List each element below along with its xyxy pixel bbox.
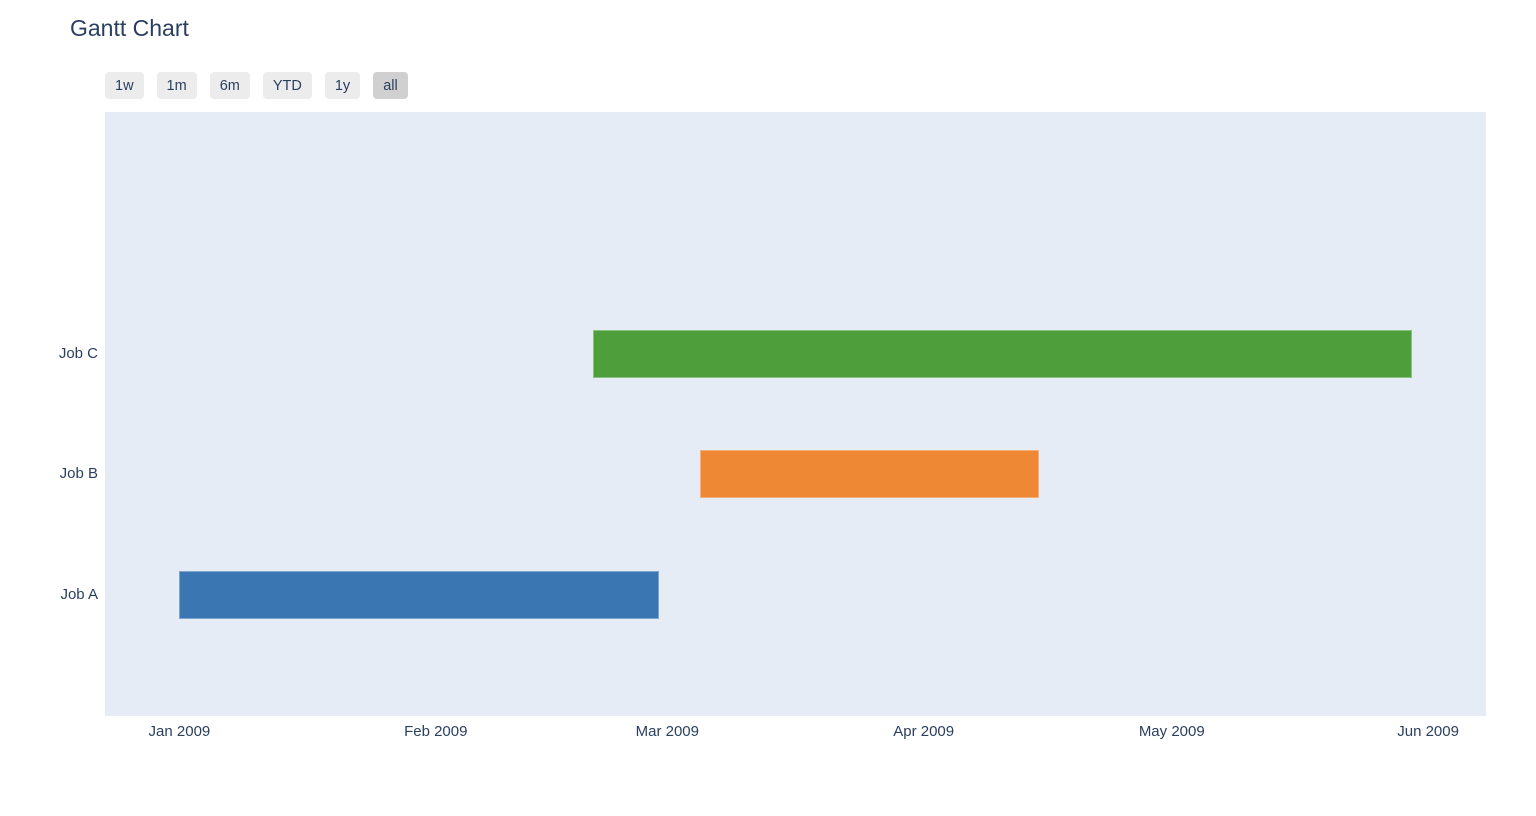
x-tick-label: Mar 2009 [635, 723, 699, 740]
y-tick-label: Job A [60, 586, 98, 604]
x-axis: Jan 2009 Feb 2009 Mar 2009 Apr 2009 May 2009… [105, 723, 1486, 745]
range-selector: 1w 1m 6m YTD 1y all [105, 72, 408, 99]
range-button-1y[interactable]: 1y [324, 72, 361, 99]
range-button-1m[interactable]: 1m [156, 72, 197, 99]
y-tick-label: Job B [59, 465, 98, 483]
y-tick-label: Job C [58, 344, 98, 362]
y-axis: Job A Job B Job C [0, 112, 98, 716]
gantt-bar-job-b[interactable] [700, 450, 1040, 499]
gantt-bar-job-c[interactable] [592, 329, 1412, 378]
x-tick-label: Feb 2009 [404, 723, 468, 740]
gantt-bar-job-a[interactable] [179, 571, 660, 620]
x-tick-label: Jan 2009 [148, 723, 211, 740]
x-tick-label: Jun 2009 [1397, 723, 1459, 740]
range-button-1w[interactable]: 1w [105, 72, 144, 99]
x-tick-label: Apr 2009 [893, 723, 955, 740]
range-button-ytd[interactable]: YTD [262, 72, 312, 99]
range-button-all[interactable]: all [373, 72, 408, 99]
plot-area[interactable] [105, 112, 1486, 716]
chart-title: Gantt Chart [70, 15, 189, 41]
range-button-6m[interactable]: 6m [209, 72, 250, 99]
x-tick-label: May 2009 [1138, 723, 1205, 740]
